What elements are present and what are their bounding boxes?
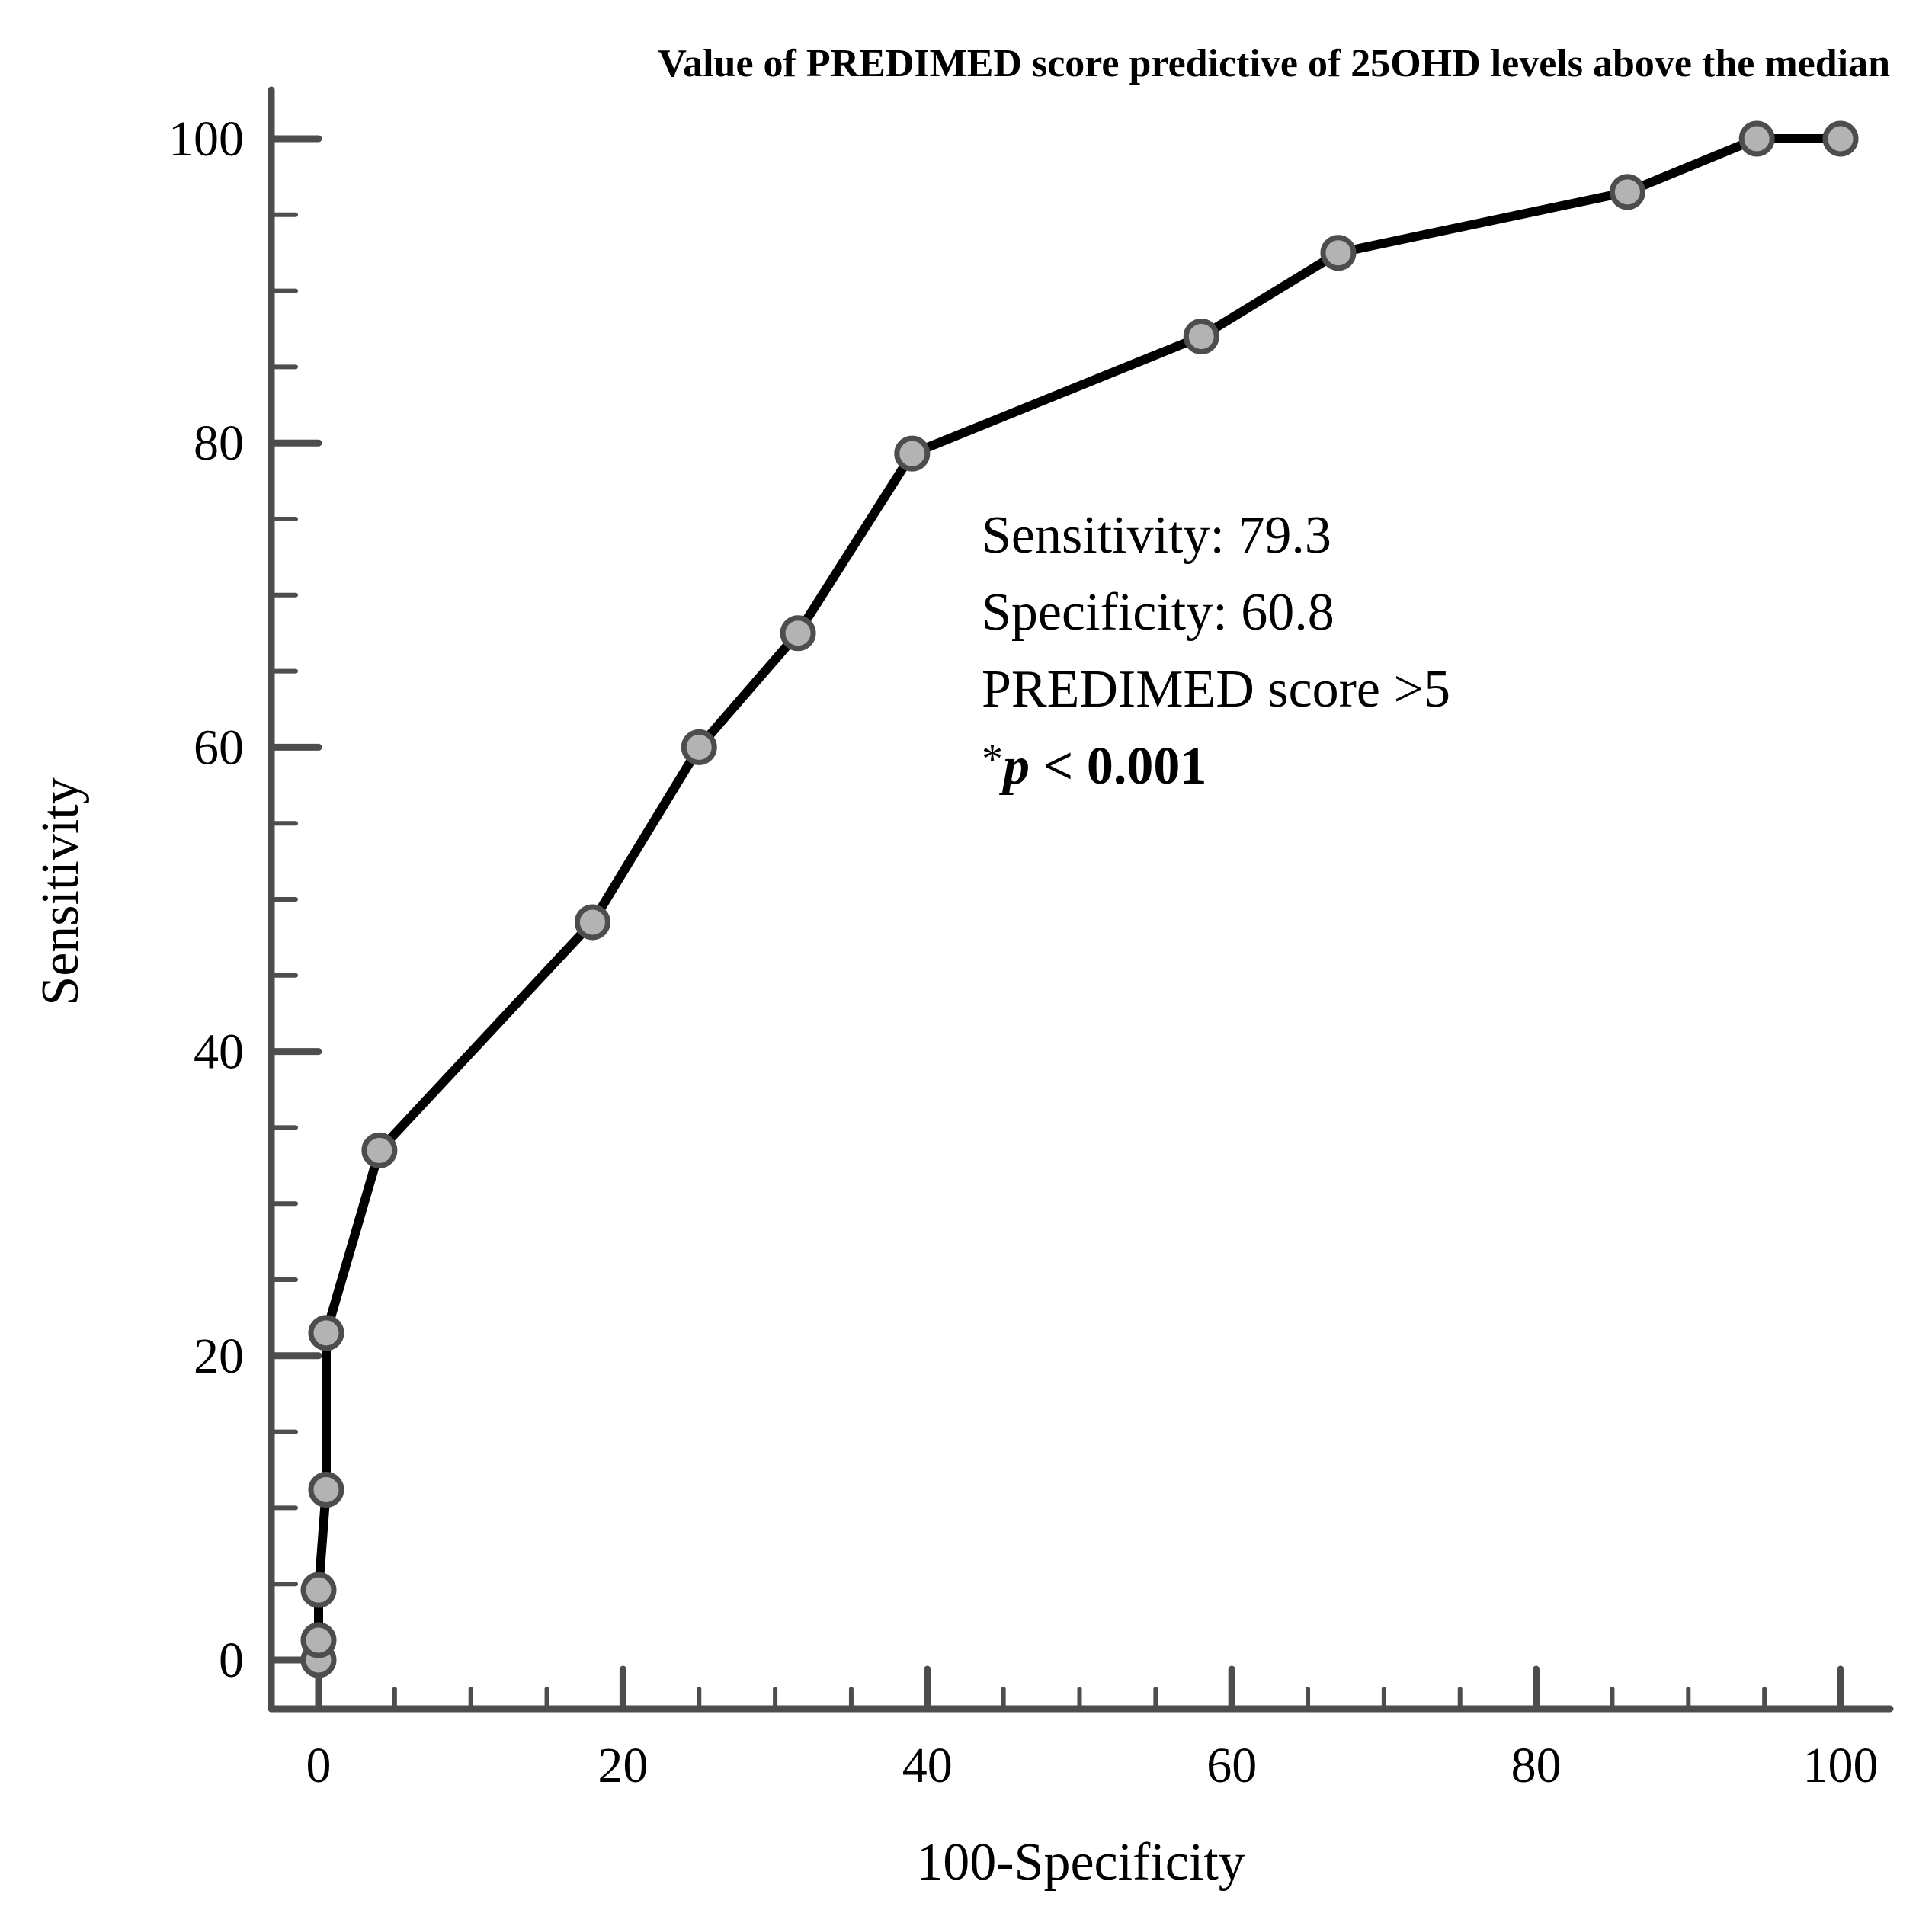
roc-point — [1609, 174, 1645, 210]
p-number: < 0.001 — [1030, 737, 1206, 796]
p-letter: p — [999, 737, 1030, 796]
x-tick-label: 60 — [1206, 1738, 1257, 1793]
x-tick-label: 80 — [1511, 1738, 1562, 1793]
annotation-block: Sensitivity: 79.3 Specificity: 60.8 PRED… — [982, 506, 1450, 796]
y-tick-label: 100 — [168, 111, 244, 167]
x-axis-title: 100-Specificity — [916, 1833, 1245, 1892]
annotation-p-value: *p < 0.001 — [982, 735, 1206, 796]
roc-point — [1320, 235, 1357, 271]
roc-line — [314, 134, 1845, 1665]
roc-points — [300, 120, 1859, 1678]
roc-series — [314, 134, 1845, 1665]
chart-title: Value of PREDIMED score predictive of 25… — [658, 42, 1890, 85]
roc-point — [1183, 318, 1219, 354]
roc-point — [361, 1132, 398, 1168]
roc-point — [300, 1622, 337, 1658]
y-tick-label: 20 — [194, 1328, 244, 1384]
roc-point — [780, 615, 816, 652]
annotation-cutoff: PREDIMED score >5 — [982, 660, 1450, 719]
annotation-specificity: Specificity: 60.8 — [982, 583, 1334, 642]
x-tick-label: 100 — [1803, 1738, 1879, 1793]
y-tick-label: 80 — [194, 415, 244, 471]
axes — [268, 86, 1894, 1713]
x-tick-label: 40 — [902, 1738, 953, 1793]
roc-point — [308, 1315, 344, 1351]
roc-point — [681, 729, 717, 765]
tick-labels: 0 20 40 60 80 100 0 20 40 60 80 100 — [168, 111, 1879, 1793]
x-tick-label: 0 — [306, 1738, 332, 1793]
ticks — [268, 135, 1844, 1713]
y-axis-title: Sensitivity — [31, 777, 90, 1005]
y-tick-label: 40 — [194, 1024, 244, 1080]
roc-point — [894, 435, 931, 472]
roc-point — [574, 904, 610, 941]
roc-point — [308, 1471, 344, 1508]
roc-point — [1738, 120, 1775, 157]
roc-point — [300, 1572, 337, 1608]
p-star: * — [982, 735, 1003, 783]
x-tick-label: 20 — [598, 1738, 648, 1793]
roc-point — [1822, 120, 1859, 157]
y-tick-label: 0 — [219, 1633, 244, 1688]
y-tick-label: 60 — [194, 719, 244, 775]
annotation-sensitivity: Sensitivity: 79.3 — [982, 506, 1331, 565]
